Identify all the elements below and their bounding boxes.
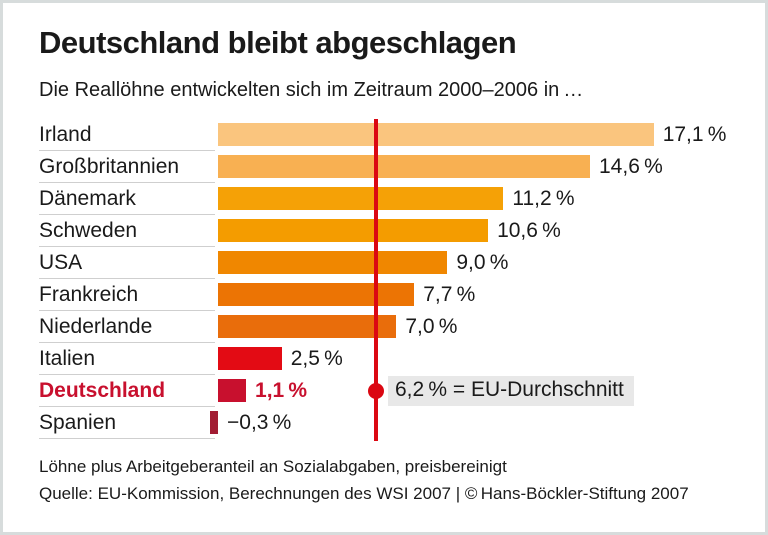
footnote-source: Quelle: EU-Kommission, Berechnungen des … [39, 484, 689, 503]
bar [218, 379, 247, 402]
value-label: 2,5 % [290, 347, 343, 370]
bar [218, 123, 654, 146]
country-label: Spanien [39, 411, 117, 434]
bar [218, 219, 489, 242]
value-label: 1,1 % [255, 379, 308, 402]
bar [218, 347, 282, 370]
country-label: Deutschland [39, 379, 166, 402]
value-label: 10,6 % [497, 219, 561, 242]
chart-row: Großbritannien 14,6 % [3, 151, 765, 183]
country-label: Irland [39, 123, 92, 146]
eu-average-marker [367, 383, 384, 399]
chart-title: Deutschland bleibt abgeschlagen [39, 25, 517, 60]
country-label: Großbritannien [39, 155, 180, 178]
row-separator [39, 246, 215, 247]
chart-row: Italien 2,5 % [3, 343, 765, 375]
row-separator [39, 182, 215, 183]
chart-row: Dänemark 11,2 % [3, 183, 765, 215]
value-label: 7,7 % [423, 283, 476, 306]
footnotes: Löhne plus Arbeitgeberanteil an Sozialab… [39, 453, 689, 507]
bar [218, 251, 448, 274]
footnote-definition: Löhne plus Arbeitgeberanteil an Sozialab… [39, 457, 507, 476]
eu-average-line [367, 119, 384, 441]
country-label: Frankreich [39, 283, 139, 306]
row-separator [39, 214, 215, 215]
chart-row: Niederlande 7,0 % [3, 311, 765, 343]
bar [218, 155, 590, 178]
country-label: Niederlande [39, 315, 153, 338]
chart-row: Spanien −0,3 % [3, 407, 765, 439]
country-label: Italien [39, 347, 96, 370]
chart-row: Deutschland 1,1 % [3, 375, 765, 407]
value-label: 7,0 % [405, 315, 458, 338]
chart-row: USA 9,0 % [3, 247, 765, 279]
bar-chart: Irland 17,1 % Großbritannien 14,6 % Däne… [3, 119, 765, 441]
country-label: USA [39, 251, 83, 274]
bar [218, 315, 397, 338]
row-separator [39, 374, 215, 375]
value-label: 9,0 % [456, 251, 509, 274]
chart-row: Irland 17,1 % [3, 119, 765, 151]
row-separator [39, 406, 215, 407]
value-label: −0,3 % [227, 411, 292, 434]
bar [210, 411, 218, 434]
chart-subtitle: Die Reallöhne entwickelten sich im Zeitr… [39, 79, 584, 101]
row-separator [39, 310, 215, 311]
row-separator [39, 150, 215, 151]
chart-row: Schweden 10,6 % [3, 215, 765, 247]
country-label: Schweden [39, 219, 138, 242]
eu-average-label: 6,2 % = EU-Durchschnitt [387, 376, 634, 406]
row-separator [39, 278, 215, 279]
chart-row: Frankreich 7,7 % [3, 279, 765, 311]
country-label: Dänemark [39, 187, 136, 210]
bar [218, 187, 504, 210]
value-label: 17,1 % [662, 123, 727, 146]
row-separator [39, 342, 215, 343]
row-separator [39, 438, 215, 439]
bar [218, 283, 415, 306]
value-label: 11,2 % [512, 187, 575, 210]
value-label: 14,6 % [599, 155, 663, 178]
